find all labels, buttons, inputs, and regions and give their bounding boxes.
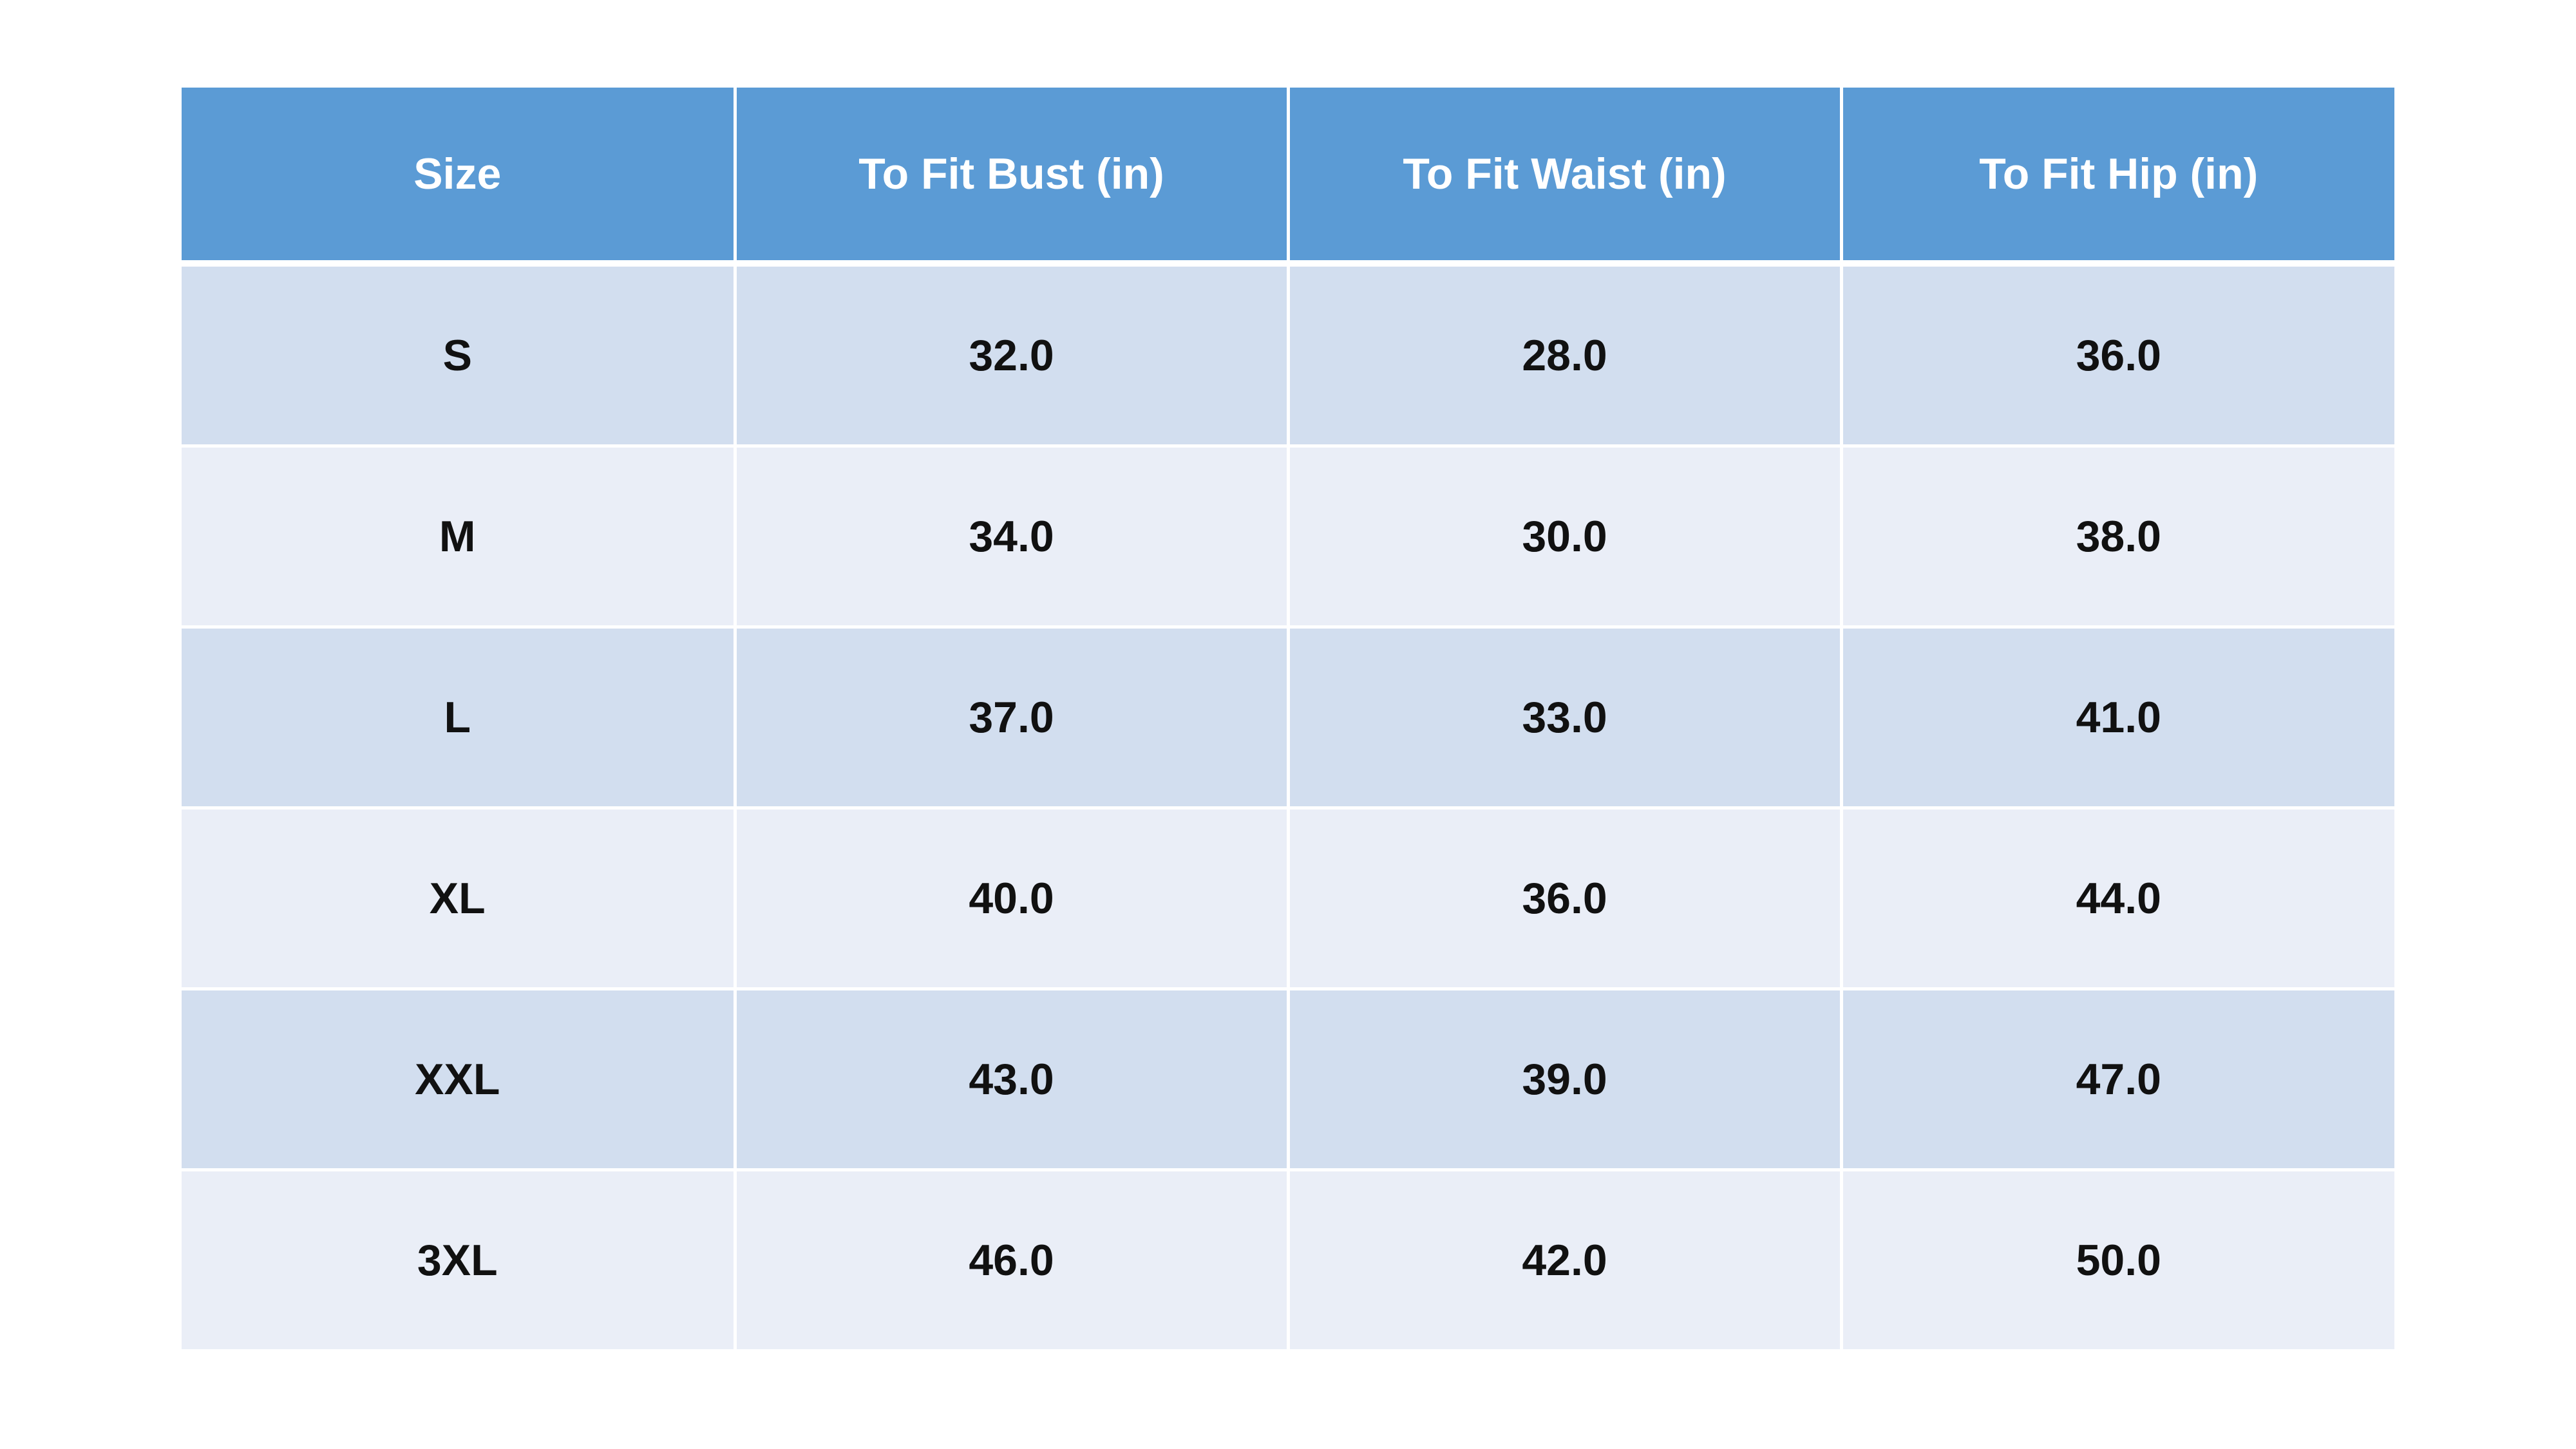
header-hip: To Fit Hip (in) — [1839, 88, 2394, 267]
size-chart-table: Size To Fit Bust (in) To Fit Waist (in) … — [182, 88, 2394, 1349]
cell-waist: 36.0 — [1286, 808, 1843, 990]
cell-bust: 32.0 — [733, 263, 1290, 448]
cell-waist: 39.0 — [1286, 989, 1843, 1171]
cell-bust: 34.0 — [733, 446, 1290, 629]
cell-hip: 38.0 — [1839, 446, 2394, 629]
cell-size: M — [182, 446, 737, 629]
table-row: XL 40.0 36.0 44.0 — [182, 808, 2394, 990]
cell-size: 3XL — [182, 1170, 737, 1349]
cell-size: L — [182, 627, 737, 810]
table-row: L 37.0 33.0 41.0 — [182, 627, 2394, 810]
cell-hip: 41.0 — [1839, 627, 2394, 810]
cell-bust: 46.0 — [733, 1170, 1290, 1349]
table-row: 3XL 46.0 42.0 50.0 — [182, 1170, 2394, 1349]
table-row: XXL 43.0 39.0 47.0 — [182, 989, 2394, 1171]
table-row: M 34.0 30.0 38.0 — [182, 446, 2394, 629]
cell-hip: 47.0 — [1839, 989, 2394, 1171]
cell-waist: 33.0 — [1286, 627, 1843, 810]
header-size: Size — [182, 88, 737, 267]
header-waist: To Fit Waist (in) — [1286, 88, 1843, 267]
cell-bust: 37.0 — [733, 627, 1290, 810]
table-row: S 32.0 28.0 36.0 — [182, 263, 2394, 448]
cell-hip: 44.0 — [1839, 808, 2394, 990]
cell-bust: 40.0 — [733, 808, 1290, 990]
table-header: Size To Fit Bust (in) To Fit Waist (in) … — [182, 88, 2394, 267]
cell-hip: 36.0 — [1839, 263, 2394, 448]
cell-hip: 50.0 — [1839, 1170, 2394, 1349]
cell-bust: 43.0 — [733, 989, 1290, 1171]
cell-size: S — [182, 263, 737, 448]
header-row: Size To Fit Bust (in) To Fit Waist (in) … — [182, 88, 2394, 267]
table-body: S 32.0 28.0 36.0 M 34.0 30.0 38.0 L 37.0… — [182, 263, 2394, 1349]
cell-waist: 30.0 — [1286, 446, 1843, 629]
cell-size: XXL — [182, 989, 737, 1171]
cell-waist: 42.0 — [1286, 1170, 1843, 1349]
cell-size: XL — [182, 808, 737, 990]
header-bust: To Fit Bust (in) — [733, 88, 1290, 267]
cell-waist: 28.0 — [1286, 263, 1843, 448]
